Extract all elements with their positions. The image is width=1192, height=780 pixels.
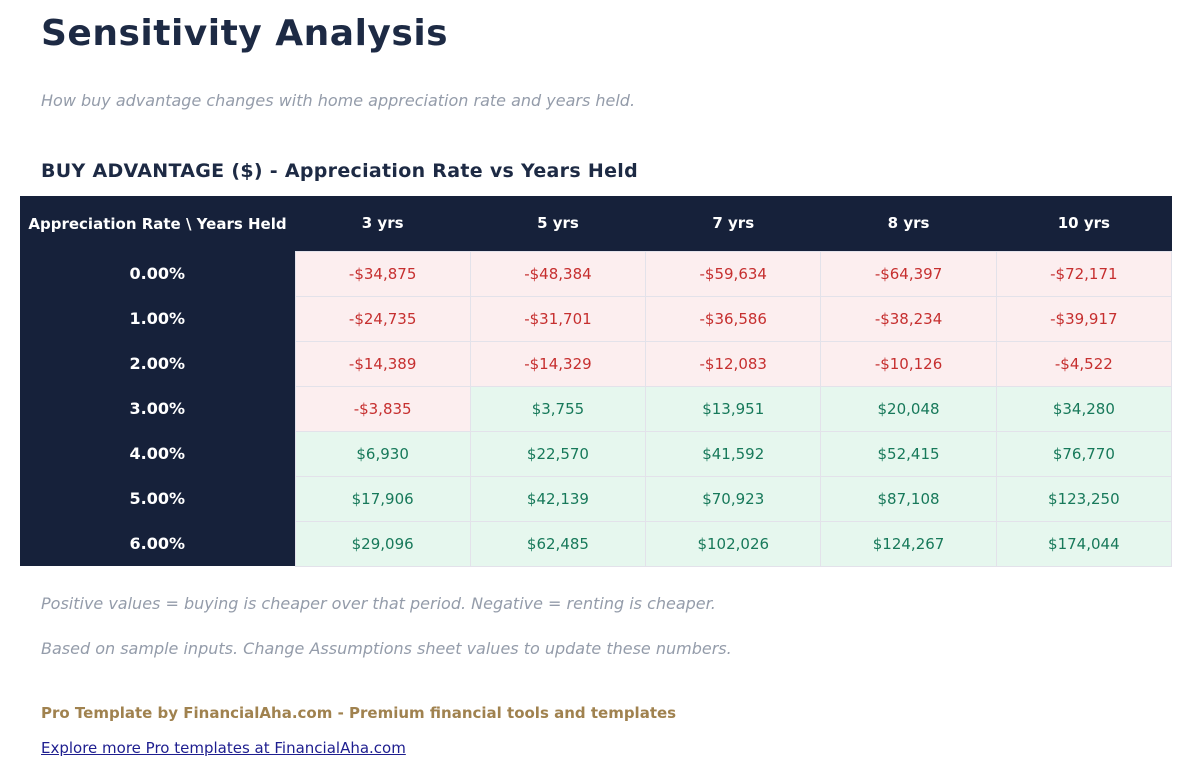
page-subtitle: How buy advantage changes with home appr… <box>41 91 636 110</box>
row-label: 3.00% <box>20 386 295 431</box>
negative-value-cell: -$64,397 <box>820 250 997 297</box>
column-header: 8 yrs <box>820 196 997 251</box>
positive-value-cell: $174,044 <box>995 520 1173 567</box>
table-header-row: Appreciation Rate \ Years Held 3 yrs 5 yr… <box>20 196 1172 251</box>
positive-value-cell: $102,026 <box>645 520 822 567</box>
negative-value-cell: -$4,522 <box>995 340 1173 387</box>
row-label: 6.00% <box>20 521 295 566</box>
table-row: 3.00% -$3,835 $3,755 $13,951 $20,048 $34,280 <box>20 385 1173 432</box>
negative-value-cell: -$36,586 <box>645 295 822 342</box>
negative-value-cell: -$72,171 <box>995 250 1173 297</box>
negative-value-cell: -$39,917 <box>995 295 1173 342</box>
corner-header: Appreciation Rate \ Years Held <box>20 196 295 251</box>
negative-value-cell: -$10,126 <box>820 340 997 387</box>
table-row: 2.00% -$14,389 -$14,329 -$12,083 -$10,126 -$4… <box>20 340 1173 387</box>
sensitivity-table-container: Appreciation Rate \ Years Held 3 yrs 5 yr… <box>20 196 1173 567</box>
negative-value-cell: -$34,875 <box>294 250 471 297</box>
positive-value-cell: $20,048 <box>820 385 997 432</box>
positive-value-cell: $42,139 <box>469 475 647 522</box>
negative-value-cell: -$59,634 <box>645 250 822 297</box>
negative-value-cell: -$38,234 <box>820 295 997 342</box>
column-header: 7 yrs <box>645 196 821 251</box>
table-row: 0.00% -$34,875 -$48,384 -$59,634 -$64,397 -$7… <box>20 250 1173 297</box>
positive-value-cell: $123,250 <box>995 475 1173 522</box>
page-title: Sensitivity Analysis <box>41 13 449 54</box>
negative-value-cell: -$3,835 <box>294 385 471 432</box>
positive-value-cell: $13,951 <box>645 385 822 432</box>
positive-value-cell: $76,770 <box>995 430 1173 477</box>
row-label: 0.00% <box>20 251 295 296</box>
positive-value-cell: $41,592 <box>645 430 822 477</box>
column-header: 5 yrs <box>470 196 646 251</box>
negative-value-cell: -$31,701 <box>469 295 647 342</box>
positive-value-cell: $6,930 <box>294 430 471 477</box>
column-header: 10 yrs <box>996 196 1172 251</box>
table-row: 5.00% $17,906 $42,139 $70,923 $87,108 $123,25… <box>20 475 1173 522</box>
negative-value-cell: -$24,735 <box>294 295 471 342</box>
negative-value-cell: -$12,083 <box>645 340 822 387</box>
branding-text: Pro Template by FinancialAha.com - Premi… <box>41 703 677 722</box>
note-positive-negative: Positive values = buying is cheaper over… <box>41 593 716 613</box>
positive-value-cell: $34,280 <box>995 385 1173 432</box>
note-sample-inputs: Based on sample inputs. Change Assumptio… <box>41 638 732 658</box>
positive-value-cell: $70,923 <box>645 475 822 522</box>
explore-templates-link[interactable]: Explore more Pro templates at FinancialA… <box>41 738 406 757</box>
column-header: 3 yrs <box>295 196 471 251</box>
positive-value-cell: $17,906 <box>294 475 471 522</box>
row-label: 2.00% <box>20 341 295 386</box>
negative-value-cell: -$14,329 <box>469 340 647 387</box>
table-row: 4.00% $6,930 $22,570 $41,592 $52,415 $76,770 <box>20 430 1173 477</box>
row-label: 5.00% <box>20 476 295 521</box>
table-row: 1.00% -$24,735 -$31,701 -$36,586 -$38,234 -$3… <box>20 295 1173 342</box>
row-label: 1.00% <box>20 296 295 341</box>
positive-value-cell: $87,108 <box>820 475 997 522</box>
positive-value-cell: $52,415 <box>820 430 997 477</box>
negative-value-cell: -$14,389 <box>294 340 471 387</box>
negative-value-cell: -$48,384 <box>469 250 647 297</box>
row-label: 4.00% <box>20 431 295 476</box>
table-row: 6.00% $29,096 $62,485 $102,026 $124,267 $174,… <box>20 520 1173 567</box>
sensitivity-analysis-page: Sensitivity Analysis How buy advantage c… <box>0 12 1192 780</box>
sensitivity-table: Appreciation Rate \ Years Held 3 yrs 5 yr… <box>20 196 1173 567</box>
positive-value-cell: $62,485 <box>469 520 647 567</box>
positive-value-cell: $124,267 <box>820 520 997 567</box>
section-heading: BUY ADVANTAGE ($) - Appreciation Rate vs… <box>41 160 638 182</box>
positive-value-cell: $22,570 <box>469 430 647 477</box>
positive-value-cell: $3,755 <box>469 385 647 432</box>
positive-value-cell: $29,096 <box>294 520 471 567</box>
